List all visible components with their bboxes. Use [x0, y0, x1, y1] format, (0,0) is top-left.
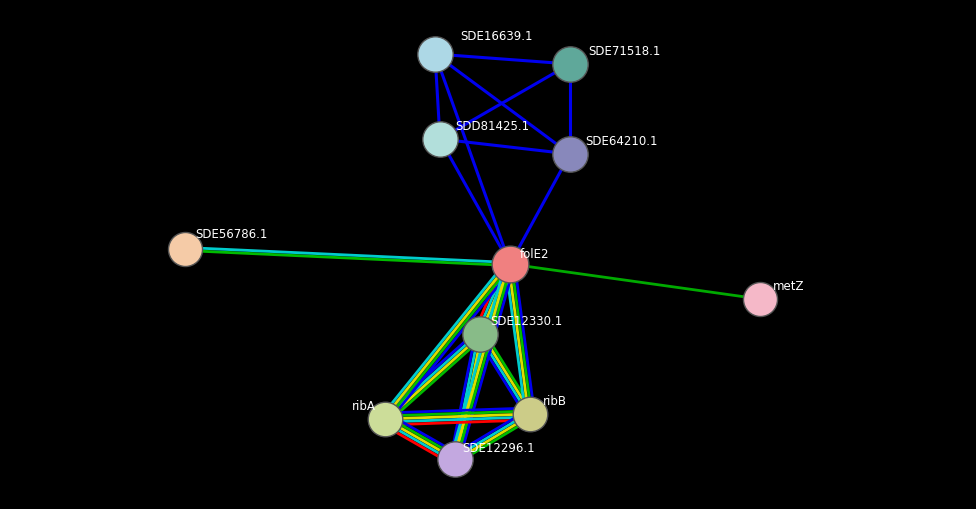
Point [503, 261, 518, 269]
Text: SDE64210.1: SDE64210.1 [585, 135, 658, 148]
Point [522, 410, 538, 418]
Point [377, 415, 392, 423]
Point [432, 136, 448, 144]
Point [562, 151, 578, 159]
Point [752, 295, 768, 303]
Text: ribB: ribB [543, 394, 567, 407]
Text: SDE16639.1: SDE16639.1 [460, 30, 533, 43]
Text: SDE56786.1: SDE56786.1 [195, 228, 267, 241]
Point [562, 61, 578, 69]
Point [427, 51, 443, 59]
Text: SDE71518.1: SDE71518.1 [588, 45, 661, 58]
Text: SDD81425.1: SDD81425.1 [455, 120, 529, 133]
Point [472, 330, 488, 338]
Text: SDE12296.1: SDE12296.1 [462, 441, 535, 454]
Text: ribA: ribA [352, 399, 376, 412]
Text: SDE12330.1: SDE12330.1 [490, 315, 562, 327]
Text: folE2: folE2 [520, 247, 549, 261]
Text: metZ: metZ [773, 279, 804, 293]
Point [178, 245, 193, 253]
Point [447, 455, 463, 463]
